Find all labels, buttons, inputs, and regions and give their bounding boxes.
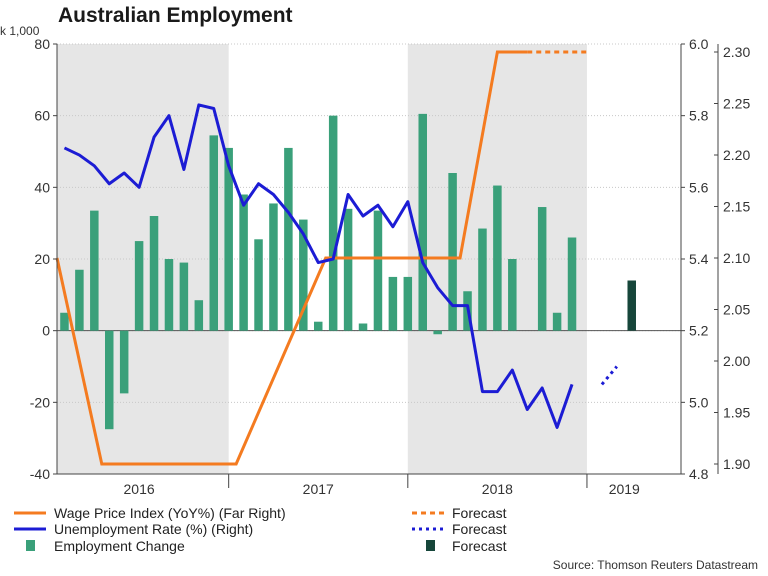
employment-bar [119, 330, 129, 394]
y-right-tick-label: 5.4 [689, 251, 709, 267]
employment-bar [75, 269, 84, 331]
y-far-right-tick-label: 2.15 [723, 199, 750, 215]
x-tick-label: 2016 [124, 481, 155, 497]
employment-bar [552, 312, 562, 331]
employment-bar [134, 241, 144, 331]
employment-bar [388, 276, 398, 331]
employment-bar [239, 194, 248, 331]
y-far-right-tick-label: 2.25 [723, 96, 750, 112]
y-far-right-tick-label: 2.20 [723, 147, 750, 163]
source-note: Source: Thomson Reuters Datastream [552, 558, 758, 572]
legend-label-unemployment: Unemployment Rate (%) (Right) [54, 521, 254, 537]
y-far-right-tick-label: 2.30 [723, 44, 750, 60]
unemployment-forecast-line [600, 365, 618, 386]
employment-bar [358, 323, 368, 331]
y-left-tick-label: -20 [30, 394, 50, 410]
unemployment-line [63, 103, 574, 429]
employment-bar [164, 259, 174, 331]
employment-bar [104, 330, 114, 430]
employment-bar [313, 321, 323, 331]
employment-bar [299, 219, 308, 331]
x-tick-label: 2019 [609, 481, 640, 497]
employment-bar [418, 113, 427, 331]
employment-bar [209, 135, 218, 331]
employment-bar [493, 185, 502, 331]
employment-bar [194, 300, 204, 331]
x-tick-label: 2017 [303, 481, 334, 497]
employment-bar [403, 276, 413, 331]
wage-price-line [55, 50, 528, 466]
employment-bar [478, 228, 487, 331]
legend-label-wage: Wage Price Index (YoY%) (Far Right) [54, 505, 286, 521]
y-left-tick-label: -40 [30, 466, 50, 482]
legend-label-unemployment-forecast: Forecast [452, 521, 507, 537]
employment-bar [537, 207, 547, 331]
x-tick-label: 2018 [482, 481, 513, 497]
employment-bar [433, 330, 442, 335]
y-far-right-tick-label: 1.90 [723, 456, 750, 472]
legend-label-wage-forecast: Forecast [452, 505, 507, 521]
chart-title: Australian Employment [58, 4, 293, 27]
employment-bar [328, 115, 338, 331]
employment-bar [254, 239, 263, 331]
employment-bar [269, 203, 278, 331]
y-right-tick-label: 5.2 [689, 323, 709, 339]
y-left-tick-label: 60 [34, 108, 50, 124]
employment-bar [284, 147, 293, 331]
y-right-tick-label: 5.8 [689, 108, 709, 124]
employment-bar [224, 147, 233, 331]
employment-bar [179, 262, 189, 331]
y-left-tick-label: 20 [34, 251, 50, 267]
y-left-unit-label: k 1,000 [0, 24, 40, 38]
employment-bar [343, 208, 353, 331]
y-right-tick-label: 5.6 [689, 179, 709, 195]
employment-bar [373, 210, 383, 331]
legend-swatch-employment-forecast [426, 540, 435, 551]
employment-forecast-bar [627, 280, 636, 331]
legend-label-employment-forecast: Forecast [452, 538, 507, 554]
y-right-tick-label: 5.0 [689, 394, 709, 410]
employment-bar [90, 210, 99, 331]
y-left-tick-label: 40 [34, 179, 50, 195]
y-far-right-tick-label: 1.95 [723, 405, 750, 421]
y-right-tick-label: 4.8 [689, 466, 709, 482]
y-far-right-tick-label: 2.05 [723, 302, 750, 318]
employment-bar [508, 259, 517, 331]
legend-label-employment: Employment Change [54, 538, 185, 554]
employment-bar [60, 312, 69, 331]
legend-swatch-employment [26, 540, 35, 551]
employment-bar [149, 216, 159, 331]
y-far-right-tick-label: 2.00 [723, 353, 750, 369]
y-left-tick-label: 80 [34, 36, 50, 52]
employment-bar [567, 237, 577, 331]
employment-bar [448, 173, 457, 331]
y-right-tick-label: 6.0 [689, 36, 709, 52]
y-left-tick-label: 0 [42, 323, 50, 339]
y-far-right-tick-label: 2.10 [723, 250, 750, 266]
